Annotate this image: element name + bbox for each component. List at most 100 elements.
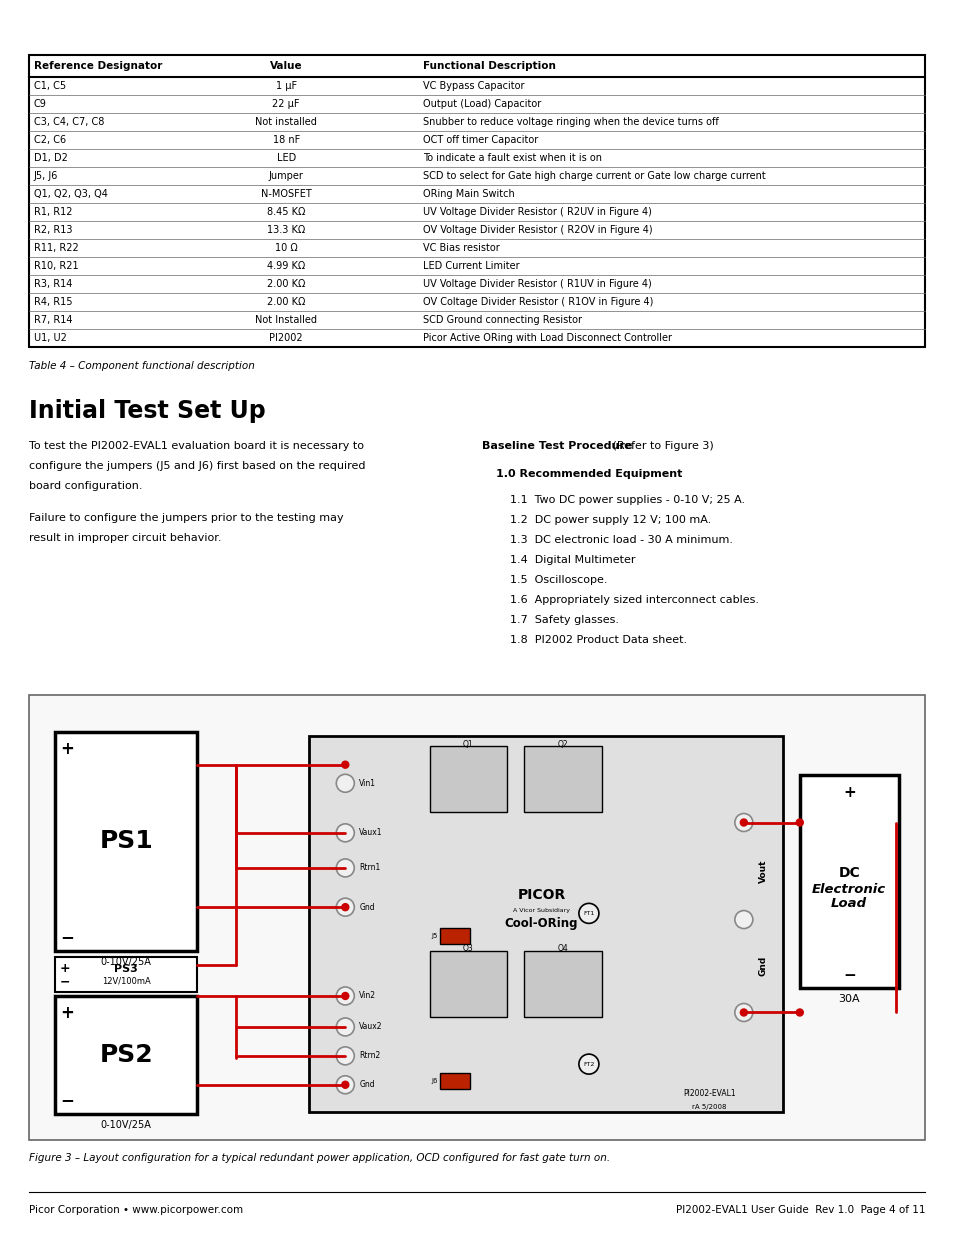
Text: −: − bbox=[60, 1091, 74, 1109]
Bar bbox=[309, 736, 781, 1112]
Text: DC: DC bbox=[838, 867, 860, 881]
Text: Cool-ORing: Cool-ORing bbox=[504, 916, 578, 930]
Text: R2, R13: R2, R13 bbox=[33, 225, 72, 235]
Text: Jumper: Jumper bbox=[269, 170, 303, 182]
Text: C2, C6: C2, C6 bbox=[33, 135, 66, 144]
Text: Vaux1: Vaux1 bbox=[359, 829, 382, 837]
Text: PS3: PS3 bbox=[114, 965, 138, 974]
Text: 0-10V/25A: 0-10V/25A bbox=[101, 957, 152, 967]
Text: PI2002: PI2002 bbox=[269, 333, 303, 343]
Text: Picor Corporation • www.picorpower.com: Picor Corporation • www.picorpower.com bbox=[29, 1205, 242, 1215]
Text: N-MOSFET: N-MOSFET bbox=[260, 189, 312, 199]
Bar bbox=[29, 695, 924, 1140]
Text: Table 4 – Component functional description: Table 4 – Component functional descripti… bbox=[29, 361, 254, 370]
Circle shape bbox=[336, 1076, 354, 1094]
Text: 22 μF: 22 μF bbox=[273, 99, 299, 109]
Bar bbox=[55, 995, 197, 1114]
Text: PS1: PS1 bbox=[99, 829, 152, 853]
Text: A Vicor Subsidiary: A Vicor Subsidiary bbox=[513, 908, 570, 913]
Text: Gnd: Gnd bbox=[359, 903, 375, 911]
Text: Reference Designator: Reference Designator bbox=[33, 61, 162, 70]
Text: 2.00 KΩ: 2.00 KΩ bbox=[267, 279, 305, 289]
Text: Gnd: Gnd bbox=[359, 1081, 375, 1089]
Text: LED: LED bbox=[276, 153, 295, 163]
Text: Load: Load bbox=[830, 897, 866, 910]
Bar bbox=[55, 731, 197, 951]
Text: To test the PI2002-EVAL1 evaluation board it is necessary to: To test the PI2002-EVAL1 evaluation boar… bbox=[29, 441, 363, 451]
Text: UV Voltage Divider Resistor ( R2UV in Figure 4): UV Voltage Divider Resistor ( R2UV in Fi… bbox=[422, 207, 651, 217]
Text: rA 5/2008: rA 5/2008 bbox=[692, 1104, 726, 1110]
Text: 1.6  Appropriately sized interconnect cables.: 1.6 Appropriately sized interconnect cab… bbox=[509, 595, 758, 605]
Text: ORing Main Switch: ORing Main Switch bbox=[422, 189, 514, 199]
Text: 8.45 KΩ: 8.45 KΩ bbox=[267, 207, 305, 217]
Bar bbox=[524, 746, 601, 813]
Text: Electronic: Electronic bbox=[811, 883, 885, 895]
Text: −: − bbox=[842, 968, 855, 983]
Bar bbox=[440, 1073, 470, 1088]
Text: 30A: 30A bbox=[838, 994, 860, 1004]
Text: 10 Ω: 10 Ω bbox=[274, 243, 297, 253]
Text: Q4: Q4 bbox=[558, 944, 568, 953]
Text: OCT off timer Capacitor: OCT off timer Capacitor bbox=[422, 135, 537, 144]
Text: Q1, Q2, Q3, Q4: Q1, Q2, Q3, Q4 bbox=[33, 189, 108, 199]
Text: Snubber to reduce voltage ringing when the device turns off: Snubber to reduce voltage ringing when t… bbox=[422, 117, 718, 127]
Circle shape bbox=[336, 824, 354, 842]
Text: C3, C4, C7, C8: C3, C4, C7, C8 bbox=[33, 117, 104, 127]
Bar bbox=[29, 56, 924, 347]
Text: R3, R14: R3, R14 bbox=[33, 279, 71, 289]
Text: Baseline Test Procedure: Baseline Test Procedure bbox=[481, 441, 632, 451]
Text: PICOR: PICOR bbox=[517, 888, 565, 902]
Text: FT2: FT2 bbox=[582, 1062, 594, 1067]
Text: Failure to configure the jumpers prior to the testing may: Failure to configure the jumpers prior t… bbox=[29, 513, 343, 522]
Text: +: + bbox=[60, 740, 74, 757]
Circle shape bbox=[336, 987, 354, 1005]
Circle shape bbox=[341, 1082, 349, 1088]
Text: Value: Value bbox=[270, 61, 302, 70]
Circle shape bbox=[796, 819, 802, 826]
Text: Figure 3 – Layout configuration for a typical redundant power application, OCD c: Figure 3 – Layout configuration for a ty… bbox=[29, 1153, 609, 1163]
Text: 1.4  Digital Multimeter: 1.4 Digital Multimeter bbox=[509, 555, 635, 564]
Circle shape bbox=[578, 1055, 598, 1074]
Circle shape bbox=[341, 993, 349, 999]
Text: J5, J6: J5, J6 bbox=[33, 170, 58, 182]
Text: Rtrn1: Rtrn1 bbox=[359, 863, 380, 872]
Bar bbox=[440, 927, 470, 944]
Text: Not Installed: Not Installed bbox=[255, 315, 316, 325]
Text: PI2002-EVAL1: PI2002-EVAL1 bbox=[682, 1088, 735, 1098]
Text: Not installed: Not installed bbox=[255, 117, 316, 127]
Text: (Refer to Figure 3): (Refer to Figure 3) bbox=[609, 441, 714, 451]
Text: C9: C9 bbox=[33, 99, 47, 109]
Text: SCD to select for Gate high charge current or Gate low charge current: SCD to select for Gate high charge curre… bbox=[422, 170, 764, 182]
Bar bbox=[524, 951, 601, 1016]
Text: U1, U2: U1, U2 bbox=[33, 333, 67, 343]
Circle shape bbox=[740, 819, 746, 826]
Text: 1.0 Recommended Equipment: 1.0 Recommended Equipment bbox=[496, 469, 681, 479]
Circle shape bbox=[734, 1004, 752, 1021]
Text: Picor Active ORing with Load Disconnect Controller: Picor Active ORing with Load Disconnect … bbox=[422, 333, 671, 343]
Text: To indicate a fault exist when it is on: To indicate a fault exist when it is on bbox=[422, 153, 601, 163]
Text: Q3: Q3 bbox=[462, 944, 474, 953]
Text: D1, D2: D1, D2 bbox=[33, 153, 68, 163]
Text: 1.5  Oscilloscope.: 1.5 Oscilloscope. bbox=[509, 576, 607, 585]
Text: 1.8  PI2002 Product Data sheet.: 1.8 PI2002 Product Data sheet. bbox=[509, 635, 686, 645]
Text: −: − bbox=[60, 927, 74, 946]
Circle shape bbox=[740, 1009, 746, 1016]
Circle shape bbox=[336, 1018, 354, 1036]
Text: board configuration.: board configuration. bbox=[29, 480, 142, 492]
Text: 13.3 KΩ: 13.3 KΩ bbox=[267, 225, 305, 235]
Text: VC Bias resistor: VC Bias resistor bbox=[422, 243, 499, 253]
Circle shape bbox=[578, 903, 598, 924]
Circle shape bbox=[336, 898, 354, 916]
Bar bbox=[799, 776, 898, 988]
Text: J5: J5 bbox=[431, 934, 437, 939]
Text: R7, R14: R7, R14 bbox=[33, 315, 72, 325]
Text: R1, R12: R1, R12 bbox=[33, 207, 72, 217]
Text: R4, R15: R4, R15 bbox=[33, 296, 72, 308]
Text: 12V/100mA: 12V/100mA bbox=[102, 977, 151, 986]
Text: Q1: Q1 bbox=[462, 740, 474, 748]
Text: 1.3  DC electronic load - 30 A minimum.: 1.3 DC electronic load - 30 A minimum. bbox=[509, 535, 732, 545]
Text: Rtrn2: Rtrn2 bbox=[359, 1051, 380, 1061]
Bar bbox=[55, 957, 197, 992]
Text: PS2: PS2 bbox=[99, 1042, 152, 1067]
Circle shape bbox=[336, 858, 354, 877]
